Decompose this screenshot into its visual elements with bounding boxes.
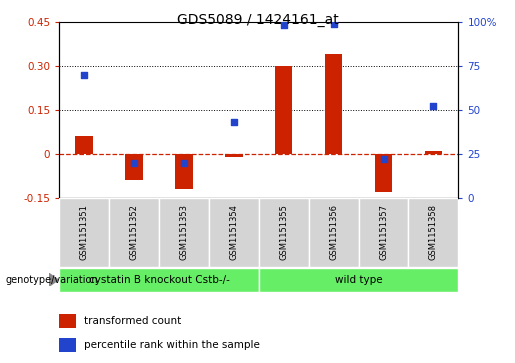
Text: GSM1151353: GSM1151353 (179, 204, 188, 260)
Text: GDS5089 / 1424161_at: GDS5089 / 1424161_at (177, 13, 338, 27)
Bar (59, 338, 76, 352)
Text: GSM1151352: GSM1151352 (130, 204, 139, 260)
Point (280, 23, 288, 28)
Text: transformed count: transformed count (84, 316, 181, 326)
Bar (275, 66, 293, 154)
Point (80, 72, 88, 77)
Bar (225, 154, 243, 157)
Point (430, 103, 438, 109)
Point (180, 160, 188, 166)
Text: GSM1151355: GSM1151355 (279, 204, 288, 260)
Bar (308, 198, 358, 267)
Text: GSM1151357: GSM1151357 (379, 204, 388, 260)
Point (130, 160, 138, 166)
Text: wild type: wild type (335, 275, 382, 285)
Bar (259, 268, 458, 292)
Text: percentile rank within the sample: percentile rank within the sample (84, 340, 260, 350)
Text: GSM1151354: GSM1151354 (229, 204, 238, 260)
Bar (125, 154, 143, 180)
Polygon shape (49, 273, 58, 286)
Bar (358, 198, 408, 267)
Bar (375, 154, 392, 192)
Point (380, 156, 388, 162)
Bar (425, 151, 442, 154)
Bar (159, 198, 209, 267)
Point (230, 119, 238, 125)
Bar (175, 154, 193, 189)
Bar (59, 198, 109, 267)
Text: cystatin B knockout Cstb-/-: cystatin B knockout Cstb-/- (89, 275, 230, 285)
Text: genotype/variation: genotype/variation (5, 275, 98, 285)
Bar (59, 314, 76, 329)
Bar (59, 268, 259, 292)
Bar (325, 54, 342, 154)
Text: GSM1151356: GSM1151356 (329, 204, 338, 260)
Bar (75, 136, 93, 154)
Bar (209, 198, 259, 267)
Point (330, 21, 338, 26)
Text: GSM1151351: GSM1151351 (80, 204, 89, 260)
Text: GSM1151358: GSM1151358 (429, 204, 438, 260)
Bar (259, 198, 308, 267)
Bar (109, 198, 159, 267)
Bar (408, 198, 458, 267)
